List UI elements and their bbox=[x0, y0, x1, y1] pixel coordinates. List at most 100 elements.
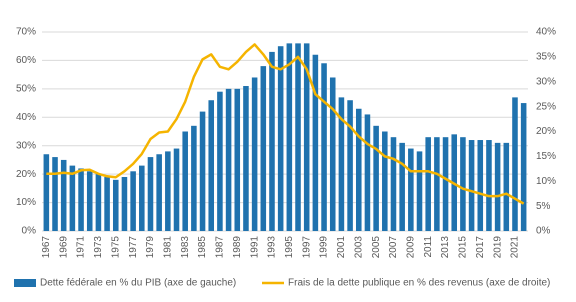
bar bbox=[95, 174, 102, 231]
bar bbox=[364, 114, 371, 231]
bar bbox=[78, 168, 84, 231]
x-tick-label: 1993 bbox=[267, 236, 278, 259]
bar bbox=[460, 137, 466, 231]
x-tick-label: 2021 bbox=[510, 236, 521, 259]
bar bbox=[234, 88, 241, 231]
y2-tick-label: 35% bbox=[536, 52, 556, 63]
x-tick-label: 1973 bbox=[93, 236, 104, 259]
legend-label: Frais de la dette publique en % des reve… bbox=[288, 278, 550, 289]
bar bbox=[217, 91, 223, 231]
bar bbox=[355, 108, 362, 231]
y2-tick-label: 5% bbox=[536, 201, 551, 212]
y2-tick-label: 20% bbox=[536, 126, 556, 137]
bar bbox=[494, 142, 501, 231]
bar bbox=[468, 140, 475, 231]
x-tick-label: 1987 bbox=[215, 236, 226, 259]
bar bbox=[269, 51, 275, 232]
x-tick-label: 2007 bbox=[388, 236, 399, 259]
y-tick-label: 40% bbox=[16, 112, 36, 123]
bar bbox=[165, 151, 171, 231]
bar bbox=[60, 159, 67, 231]
y2-tick-label: 30% bbox=[536, 76, 556, 87]
x-tick-label: 1995 bbox=[284, 236, 295, 259]
x-tick-label: 1989 bbox=[232, 236, 243, 259]
bar bbox=[147, 157, 154, 231]
bar bbox=[442, 137, 449, 231]
y2-tick-label: 10% bbox=[536, 176, 556, 187]
bar bbox=[52, 157, 58, 231]
bar bbox=[112, 179, 119, 231]
bar bbox=[347, 100, 353, 231]
bar bbox=[156, 154, 162, 231]
x-tick-label: 1997 bbox=[301, 236, 312, 259]
bar bbox=[139, 165, 145, 231]
bar bbox=[225, 88, 232, 231]
x-tick-label: 2013 bbox=[440, 236, 451, 259]
bar bbox=[399, 142, 405, 231]
bar bbox=[312, 54, 319, 231]
x-tick-label: 2015 bbox=[458, 236, 469, 259]
y2-tick-label: 40% bbox=[536, 27, 556, 38]
bar bbox=[303, 43, 310, 231]
y-tick-label: 20% bbox=[16, 169, 36, 180]
bar bbox=[43, 154, 50, 231]
bar bbox=[286, 43, 293, 231]
x-tick-label: 1983 bbox=[180, 236, 191, 259]
x-tick-label: 1975 bbox=[110, 236, 121, 259]
bar bbox=[260, 66, 267, 231]
bar bbox=[434, 137, 440, 231]
bar bbox=[382, 131, 388, 231]
bar bbox=[208, 100, 215, 231]
bar bbox=[477, 140, 484, 231]
x-tick-label: 1999 bbox=[319, 236, 330, 259]
bar bbox=[277, 46, 284, 231]
bar bbox=[182, 131, 188, 231]
bar bbox=[329, 77, 336, 231]
x-tick-label: 2019 bbox=[492, 236, 503, 259]
bar bbox=[199, 111, 206, 231]
line bbox=[46, 43, 525, 205]
y-tick-label: 10% bbox=[16, 197, 36, 208]
x-tick-label: 1979 bbox=[145, 236, 156, 259]
x-tick-label: 2005 bbox=[371, 236, 382, 259]
x-tick-label: 2009 bbox=[405, 236, 416, 259]
bar bbox=[104, 176, 110, 231]
y-tick-label: 70% bbox=[16, 27, 36, 38]
x-tick-label: 1991 bbox=[249, 236, 260, 259]
bar bbox=[69, 165, 76, 231]
y2-tick-label: 15% bbox=[536, 151, 556, 162]
y-tick-label: 50% bbox=[16, 83, 36, 94]
x-tick-label: 1967 bbox=[41, 236, 52, 259]
bar bbox=[130, 171, 136, 231]
y-tick-label: 30% bbox=[16, 140, 36, 151]
bar bbox=[416, 151, 423, 231]
bar bbox=[425, 137, 431, 231]
x-tick-label: 1985 bbox=[197, 236, 208, 259]
bar bbox=[338, 97, 345, 231]
y-tick-label: 60% bbox=[16, 55, 36, 66]
x-tick-label: 1977 bbox=[128, 236, 139, 259]
x-tick-label: 2011 bbox=[423, 236, 434, 258]
legend-label: Dette fédérale en % du PIB (axe de gauch… bbox=[40, 278, 236, 289]
bar bbox=[520, 103, 527, 231]
bar bbox=[243, 86, 249, 231]
bar bbox=[295, 43, 301, 231]
x-tick-label: 2001 bbox=[336, 236, 347, 259]
bar bbox=[408, 148, 414, 231]
y-tick-label: 0% bbox=[22, 226, 37, 237]
bar bbox=[503, 142, 510, 231]
bar bbox=[121, 176, 128, 231]
x-tick-label: 1971 bbox=[76, 236, 87, 259]
bar bbox=[390, 137, 397, 231]
bar bbox=[173, 148, 180, 231]
x-tick-label: 2017 bbox=[475, 236, 486, 259]
legend-swatch bbox=[14, 279, 36, 287]
bar bbox=[191, 125, 197, 231]
y2-tick-label: 25% bbox=[536, 101, 556, 112]
x-tick-label: 1981 bbox=[162, 236, 173, 259]
bar bbox=[86, 171, 93, 231]
bar bbox=[486, 140, 492, 231]
bar bbox=[251, 77, 258, 231]
x-tick-label: 1969 bbox=[58, 236, 69, 259]
